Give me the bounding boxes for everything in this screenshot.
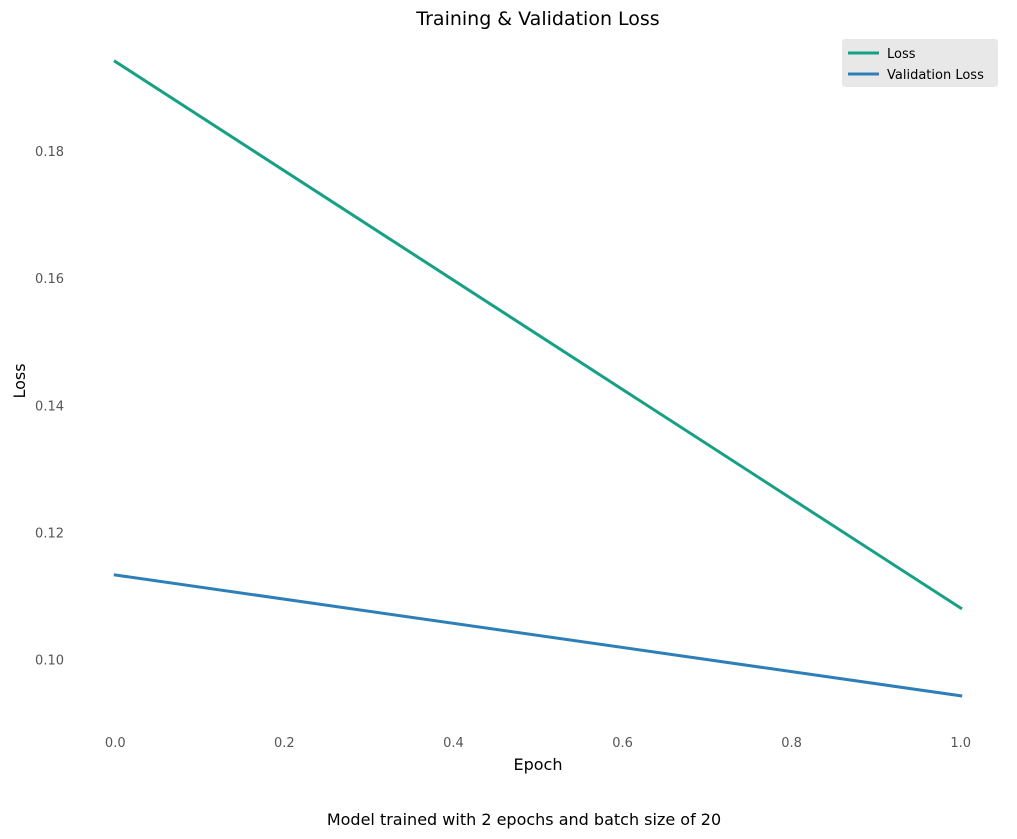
series-line-validation-loss [113,573,963,698]
legend-box [842,39,998,87]
plot-area [113,59,963,698]
y-tick-label: 0.10 [35,654,64,669]
y-axis-ticks: 0.10 0.12 0.14 0.16 0.18 [35,145,64,668]
x-tick-label: 0.0 [105,736,126,751]
x-axis-label: Epoch [514,755,563,774]
y-axis-label: Loss [10,363,29,398]
x-tick-label: 0.4 [443,736,464,751]
y-tick-label: 0.12 [35,526,64,541]
series-line-loss [113,59,963,611]
legend-items: Loss Validation Loss [848,47,984,83]
chart-title: Training & Validation Loss [415,8,659,30]
x-axis-ticks: 0.0 0.2 0.4 0.6 0.8 1.0 [105,736,971,751]
y-tick-label: 0.16 [35,272,64,287]
legend-label: Validation Loss [887,68,984,83]
x-tick-label: 0.8 [781,736,802,751]
series-group [113,59,963,698]
x-tick-label: 1.0 [950,736,971,751]
chart-caption: Model trained with 2 epochs and batch si… [327,810,721,829]
y-tick-label: 0.14 [35,399,64,414]
x-tick-label: 0.6 [612,736,633,751]
legend: Loss Validation Loss [842,39,998,87]
x-tick-label: 0.2 [274,736,295,751]
y-tick-label: 0.18 [35,145,64,160]
legend-label: Loss [887,47,916,62]
